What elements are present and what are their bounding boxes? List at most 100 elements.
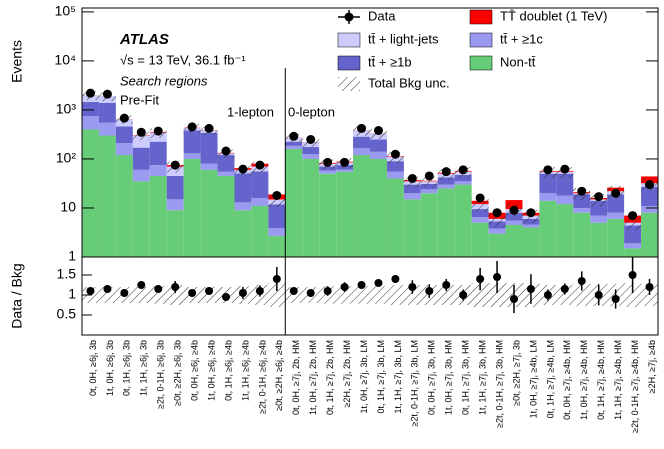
ratio-uncertainty-band — [149, 286, 167, 304]
legend-swatch — [344, 12, 354, 22]
legend-swatch — [337, 32, 361, 48]
region-label: Search regions — [120, 73, 208, 88]
x-tick-label: 0t, 1H, ≥6j, 3b — [122, 340, 132, 396]
stack-segment — [539, 193, 557, 201]
ratio-point — [493, 273, 502, 281]
stack-segment — [149, 165, 167, 176]
x-tick-label: 1t, 1H, ≥7j, 3b, HM — [477, 340, 487, 415]
stack-segment — [573, 212, 591, 257]
stack-segment — [607, 212, 625, 219]
legend-label: tt̄ + ≥1b — [368, 54, 412, 69]
uncertainty-band — [420, 176, 438, 188]
ratio-point — [543, 291, 552, 299]
data-point — [458, 165, 468, 175]
ratio-point — [628, 271, 637, 279]
ratio-uncertainty-band — [403, 285, 421, 305]
data-point — [357, 123, 367, 133]
x-tick-label: 1t, 1H, ≥6j, 3b — [139, 340, 149, 396]
stack-segment — [437, 184, 455, 189]
ratio-point — [103, 285, 112, 293]
ratio-uncertainty-band — [336, 286, 354, 304]
stack-segment — [251, 205, 269, 257]
x-tick-label: 1t, 0H, ≥6j, 3b — [105, 340, 115, 396]
data-point — [373, 126, 383, 136]
stack-segment — [302, 154, 320, 159]
stack-segment — [149, 175, 167, 257]
stack-segment — [268, 235, 286, 257]
data-point — [119, 113, 129, 123]
stack-segment — [624, 243, 642, 249]
channel-label: 1-lepton — [227, 104, 274, 119]
uncertainty-band — [624, 217, 642, 231]
data-point — [323, 157, 333, 167]
data-point — [526, 208, 536, 218]
stack-segment — [590, 215, 608, 223]
stack-segment — [641, 186, 658, 206]
stack-segment — [437, 188, 455, 257]
data-point — [204, 123, 214, 133]
stack-segment — [285, 141, 303, 146]
stack-segment — [132, 147, 150, 170]
ratio-uncertainty-band — [556, 285, 574, 305]
x-tick-label: 1t, 0H, ≥7j, 2b, HM — [308, 340, 318, 415]
stack-segment — [403, 193, 421, 200]
ratio-point — [171, 283, 180, 291]
energy-label: √s = 13 TeV, 36.1 fb⁻¹ — [120, 52, 246, 67]
data-point — [407, 173, 417, 183]
data-point — [645, 180, 655, 190]
data-point — [424, 171, 434, 181]
x-tick-label: 0t, 0H, ≥6j, ≥4b — [189, 340, 199, 401]
x-tick-label: 0t, 0H, ≥7j, ≥4b, HM — [562, 340, 572, 420]
stack-segment — [82, 102, 99, 117]
x-tick-label: 0t, 1H, ≥7j, ≥4b, HM — [596, 340, 606, 420]
x-tick-label: 0t, 0H, ≥7j, 3b, HM — [427, 340, 437, 415]
stack-segment — [166, 210, 184, 257]
stack-segment — [285, 145, 303, 149]
ratio-point — [374, 279, 383, 287]
stack-segment — [251, 171, 269, 198]
legend-label: tt̄ + light-jets — [368, 31, 439, 46]
x-tick-label: ≥0t, ≥2H, ≥7j, 3b — [511, 340, 521, 406]
stack-segment — [82, 116, 99, 130]
x-tick-label: 1t, 0H, ≥6j, ≥4b — [206, 340, 216, 401]
stack-segment — [217, 175, 235, 257]
legend-label: tt̄ + ≥1c — [500, 31, 543, 46]
ratio-point — [120, 289, 129, 297]
ratio-y-tick-label: 1 — [68, 286, 76, 302]
data-point — [594, 192, 604, 202]
experiment-label: ATLAS — [119, 31, 169, 48]
ratio-point — [205, 287, 214, 295]
stack-segment — [488, 233, 506, 257]
stack-segment — [370, 139, 387, 152]
ratio-y-tick-label: 1.5 — [57, 266, 77, 282]
stack-segment — [302, 158, 320, 257]
ratio-point — [137, 281, 146, 289]
stack-segment — [590, 222, 608, 257]
stack-segment — [386, 178, 404, 257]
stack-segment — [471, 209, 489, 218]
data-point — [390, 149, 400, 159]
uncertainty-band — [268, 193, 286, 208]
stack-segment — [217, 171, 235, 176]
data-point — [221, 146, 231, 156]
stack-segment — [454, 184, 472, 257]
stack-segment — [403, 199, 421, 257]
stack-segment — [166, 175, 184, 200]
ratio-point — [526, 285, 535, 293]
x-tick-label: 0t, 1H, ≥7j, 2b, HM — [325, 340, 335, 415]
fit-label: Pre-Fit — [120, 92, 159, 107]
stack-segment — [302, 147, 320, 155]
data-point — [238, 164, 248, 174]
x-tick-label: 0t, 1H, ≥7j, 3b, LM — [376, 340, 386, 413]
stack-segment — [183, 158, 201, 257]
ratio-point — [154, 285, 163, 293]
data-point — [170, 160, 180, 170]
legend-swatch — [338, 77, 360, 91]
ratio-point — [560, 285, 569, 293]
legend-swatch — [469, 9, 493, 25]
x-tick-label: ≥0t, ≥2H, ≥6j, ≥4b — [274, 340, 284, 411]
data-point — [187, 122, 197, 132]
ratio-point — [86, 287, 95, 295]
x-tick-label: 0t, 1H, ≥6j, ≥4b — [223, 340, 233, 401]
stack-segment — [183, 153, 201, 159]
